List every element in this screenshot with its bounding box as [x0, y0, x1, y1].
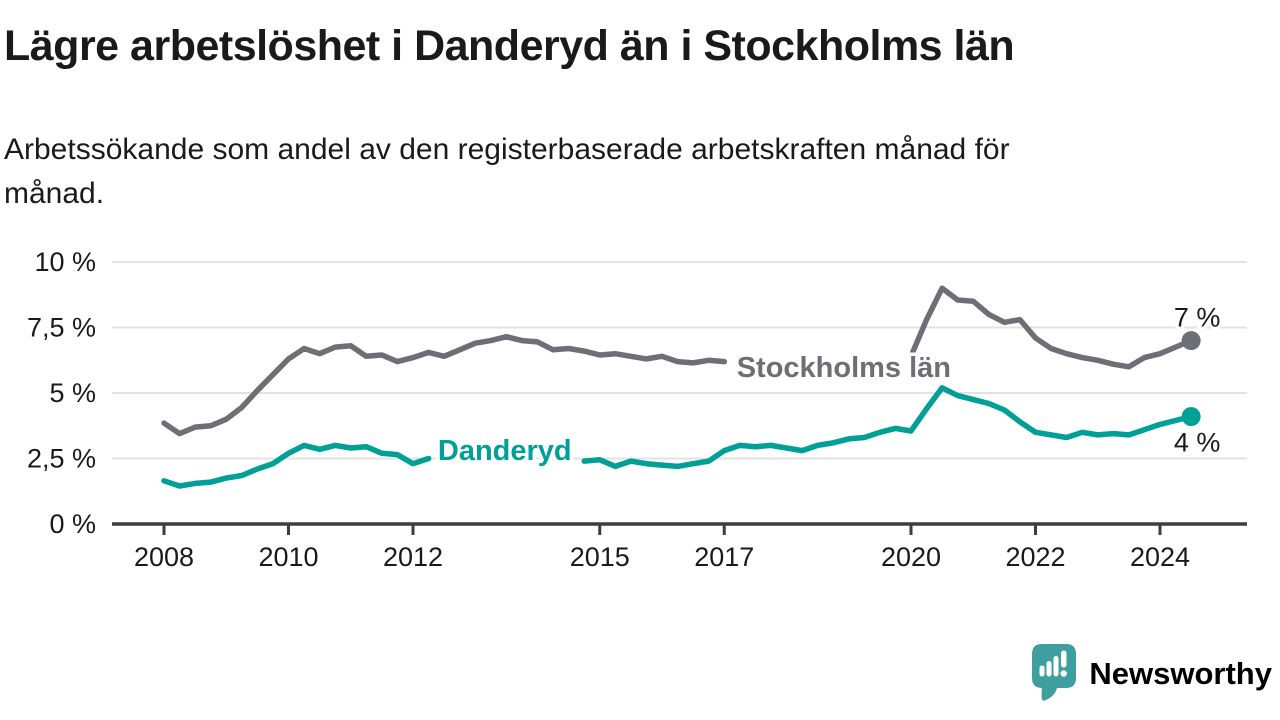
y-tick-label: 7,5 % [27, 313, 96, 343]
series-label-danderyd: Danderyd [438, 435, 572, 467]
y-tick-label: 2,5 % [27, 444, 96, 474]
newsworthy-logo-icon [1032, 644, 1077, 701]
newsworthy-logo-text: Newsworthy [1089, 655, 1272, 691]
newsworthy-logo: Newsworthy [1031, 643, 1272, 704]
x-tick-label: 2012 [383, 542, 443, 572]
y-tick-label: 0 % [49, 509, 96, 539]
series-line-danderyd [161, 442, 432, 489]
x-tick-label: 2015 [570, 542, 630, 572]
series-line-stockholms-l-n [908, 285, 1194, 370]
x-tick-label: 2022 [1005, 542, 1065, 572]
x-tick-label: 2017 [694, 542, 754, 572]
series-end-value-danderyd: 4 % [1174, 428, 1221, 458]
chart-title: Lägre arbetslöshet i Danderyd än i Stock… [4, 22, 1015, 70]
x-tick-label: 2024 [1130, 542, 1190, 572]
series-label-stockholms-l-n: Stockholms län [737, 352, 951, 384]
series-end-dot-danderyd [1181, 407, 1201, 427]
y-tick-label: 5 % [49, 378, 96, 408]
series-line-stockholms-l-n [161, 333, 728, 437]
y-tick-label: 10 % [34, 247, 96, 277]
x-tick-label: 2020 [881, 542, 941, 572]
series-end-value-stockholms-l-n: 7 % [1174, 303, 1221, 333]
chart-subtitle: Arbetssökande som andel av den registerb… [4, 133, 1010, 210]
x-tick-label: 2008 [134, 542, 194, 572]
series-end-dot-stockholms-l-n [1181, 331, 1201, 351]
x-tick-label: 2010 [258, 542, 318, 572]
series-line-danderyd [581, 385, 1194, 470]
